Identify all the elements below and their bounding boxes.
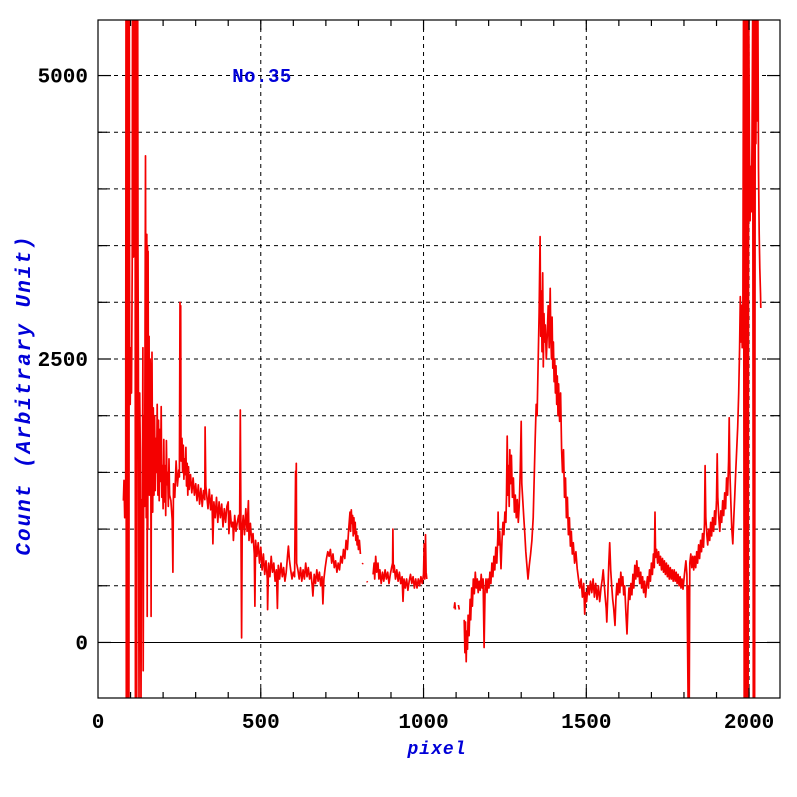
annotation-order-number: No.35 (232, 66, 292, 88)
series-path-spectrum-order-35-counts (361, 562, 364, 565)
series-path-spectrum-order-35-counts (463, 20, 762, 698)
y-tick-label-5000: 5000 (38, 67, 88, 90)
tick-labels: 0 2500 5000 0 500 1000 1500 2000 (38, 67, 775, 735)
y-tick-label-0: 0 (75, 633, 88, 656)
series-path-spectrum-order-35-counts (453, 601, 457, 610)
series-path-spectrum-order-35-counts (366, 580, 369, 583)
data-series (122, 20, 762, 698)
x-tick-label-2000: 2000 (724, 712, 774, 735)
x-tick-label-1000: 1000 (398, 712, 448, 735)
series-path-spectrum-order-35-counts (372, 528, 428, 603)
gridlines (98, 20, 780, 698)
y-axis-title: Count (Arbitrary Unit) (14, 234, 37, 555)
series-path-spectrum-order-35-counts (122, 20, 362, 698)
axis-ticks (98, 20, 780, 698)
x-tick-label-500: 500 (242, 712, 280, 735)
series-path-spectrum-order-35-counts (457, 604, 461, 610)
x-tick-label-0: 0 (92, 712, 105, 735)
y-tick-label-2500: 2500 (38, 350, 88, 373)
x-axis-title: pixel (406, 740, 466, 760)
x-tick-label-1500: 1500 (561, 712, 611, 735)
